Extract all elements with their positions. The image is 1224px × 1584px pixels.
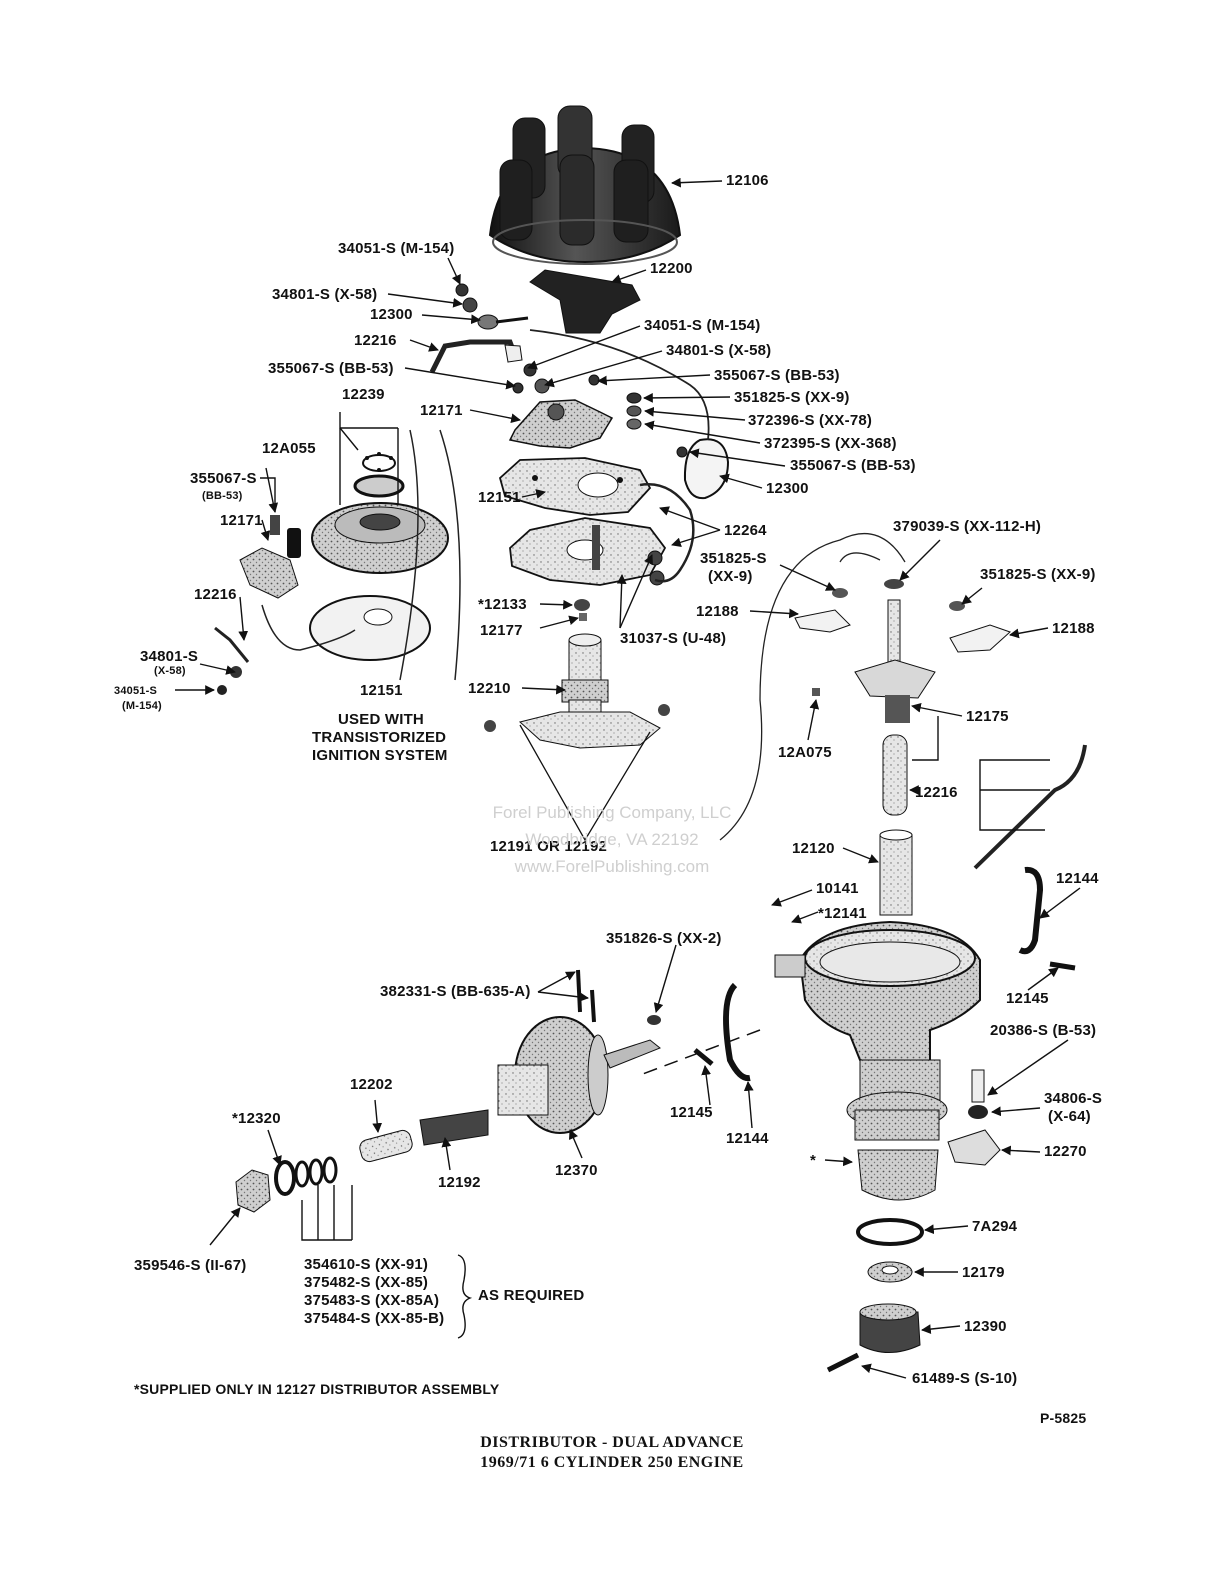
breaker-points-part	[508, 399, 614, 449]
label-washer-3: 375483-S (XX-85A)	[304, 1292, 440, 1309]
label-x58-left: (X-58)	[154, 665, 186, 677]
label-351825-right: 351825-S (XX-9)	[980, 566, 1096, 583]
label-12191: 12191 OR 12192	[490, 838, 608, 855]
label-20386: 20386-S (B-53)	[990, 1022, 1097, 1039]
label-382331: 382331-S (BB-635-A)	[380, 983, 531, 1000]
breaker-plate-upper-part	[498, 457, 652, 516]
label-355067-a: 355067-S (BB-53)	[268, 360, 394, 377]
label-355067-c: 355067-S (BB-53)	[790, 457, 916, 474]
label-12320: *12320	[232, 1110, 281, 1127]
label-379039: 379039-S (XX-112-H)	[893, 518, 1042, 535]
label-355067-left: 355067-S	[190, 470, 257, 487]
label-12192: 12192	[438, 1174, 481, 1191]
vacuum-advance-part	[235, 969, 661, 1213]
label-bb53-left: (BB-53)	[202, 490, 243, 502]
footnote: *SUPPLIED ONLY IN 12127 DISTRIBUTOR ASSE…	[134, 1381, 500, 1397]
label-12188-left: 12188	[696, 603, 739, 620]
label-359546: 359546-S (II-67)	[134, 1257, 247, 1274]
cam-assembly-part	[484, 599, 670, 842]
label-12175: 12175	[966, 708, 1009, 725]
label-star: *	[810, 1152, 817, 1169]
primary-wire-part	[639, 483, 695, 583]
label-12171-left: 12171	[220, 512, 263, 529]
label-12144-right: 12144	[1056, 870, 1099, 887]
label-12390: 12390	[964, 1318, 1007, 1335]
label-34801-b: 34801-S (X-58)	[666, 342, 772, 359]
leader-lines-plain	[260, 412, 1050, 1339]
caption-line-1: DISTRIBUTOR - DUAL ADVANCE	[480, 1434, 744, 1451]
label-34051-a: 34051-S (M-154)	[338, 240, 455, 257]
label-12264: 12264	[724, 522, 767, 539]
label-12141: *12141	[818, 905, 867, 922]
label-351825-a: 351825-S (XX-9)	[734, 389, 850, 406]
figure-number: P-5825	[1040, 1410, 1087, 1426]
label-12200: 12200	[650, 260, 693, 277]
label-as-required: AS REQUIRED	[478, 1287, 585, 1304]
label-xx9-left: (XX-9)	[708, 568, 753, 585]
transistor-note-1: USED WITH	[338, 711, 424, 728]
label-x64: (X-64)	[1048, 1108, 1091, 1125]
label-12239: 12239	[342, 386, 385, 403]
label-351826: 351826-S (XX-2)	[606, 930, 722, 947]
label-12216-right: 12216	[915, 784, 958, 801]
label-12106: 12106	[726, 172, 769, 189]
label-12133: *12133	[478, 596, 527, 613]
label-12370: 12370	[555, 1162, 598, 1179]
label-12A055: 12A055	[262, 440, 316, 457]
caption-line-2: 1969/71 6 CYLINDER 250 ENGINE	[480, 1454, 744, 1471]
label-12210: 12210	[468, 680, 511, 697]
label-12179: 12179	[962, 1264, 1005, 1281]
label-34806: 34806-S	[1044, 1090, 1103, 1107]
leader-lines	[175, 177, 1081, 1379]
advance-wire-part	[973, 744, 1087, 870]
label-12202: 12202	[350, 1076, 393, 1093]
distributor-cap-part	[488, 105, 682, 265]
label-7A294: 7A294	[972, 1218, 1018, 1235]
label-34801-a: 34801-S (X-58)	[272, 286, 378, 303]
label-washer-2: 375482-S (XX-85)	[304, 1274, 429, 1291]
label-12177: 12177	[480, 622, 523, 639]
distributor-housing-part	[774, 920, 981, 1201]
label-12151-left: 12151	[360, 682, 403, 699]
transistor-note-3: IGNITION SYSTEM	[312, 747, 448, 764]
label-washer-1: 354610-S (XX-91)	[304, 1256, 429, 1273]
label-12216-a: 12216	[354, 332, 397, 349]
label-61489: 61489-S (S-10)	[912, 1370, 1018, 1387]
label-34051-left: 34051-S	[114, 685, 157, 697]
watermark-line-1: Forel Publishing Company, LLC	[492, 803, 732, 822]
label-10141: 10141	[816, 880, 859, 897]
label-washer-4: 375484-S (XX-85-B)	[304, 1310, 445, 1327]
label-372395: 372395-S (XX-368)	[764, 435, 897, 452]
upper-hardware-parts	[429, 283, 688, 458]
label-12A075: 12A075	[778, 744, 832, 761]
label-12145-left: 12145	[670, 1104, 713, 1121]
label-12120: 12120	[792, 840, 835, 857]
breaker-plate-lower-part	[509, 517, 667, 586]
label-12151: 12151	[478, 489, 521, 506]
watermark-line-2: Woodbridge, VA 22192	[525, 830, 699, 849]
lower-hardware-parts	[639, 961, 1076, 1373]
label-12145-right: 12145	[1006, 990, 1049, 1007]
transistorized-plate-group	[214, 429, 461, 695]
label-12216-left: 12216	[194, 586, 237, 603]
label-12144-left: 12144	[726, 1130, 769, 1147]
label-372396: 372396-S (XX-78)	[748, 412, 873, 429]
rotor-part	[529, 269, 641, 334]
label-34801-left: 34801-S	[140, 648, 199, 665]
label-34051-b: 34051-S (M-154)	[644, 317, 761, 334]
transistor-note-2: TRANSISTORIZED	[312, 729, 447, 746]
label-12171: 12171	[420, 402, 463, 419]
label-12300-a: 12300	[370, 306, 413, 323]
weights-shaft-part	[719, 532, 1011, 916]
label-31037: 31037-S (U-48)	[620, 630, 727, 647]
label-12188-right: 12188	[1052, 620, 1095, 637]
label-12300-b: 12300	[766, 480, 809, 497]
label-355067-b: 355067-S (BB-53)	[714, 367, 840, 384]
label-m154-left: (M-154)	[122, 700, 162, 712]
watermark-line-3: www.ForelPublishing.com	[514, 857, 710, 876]
label-12270: 12270	[1044, 1143, 1087, 1160]
label-351825-left: 351825-S	[700, 550, 767, 567]
bracket-12144-part	[1018, 866, 1044, 955]
